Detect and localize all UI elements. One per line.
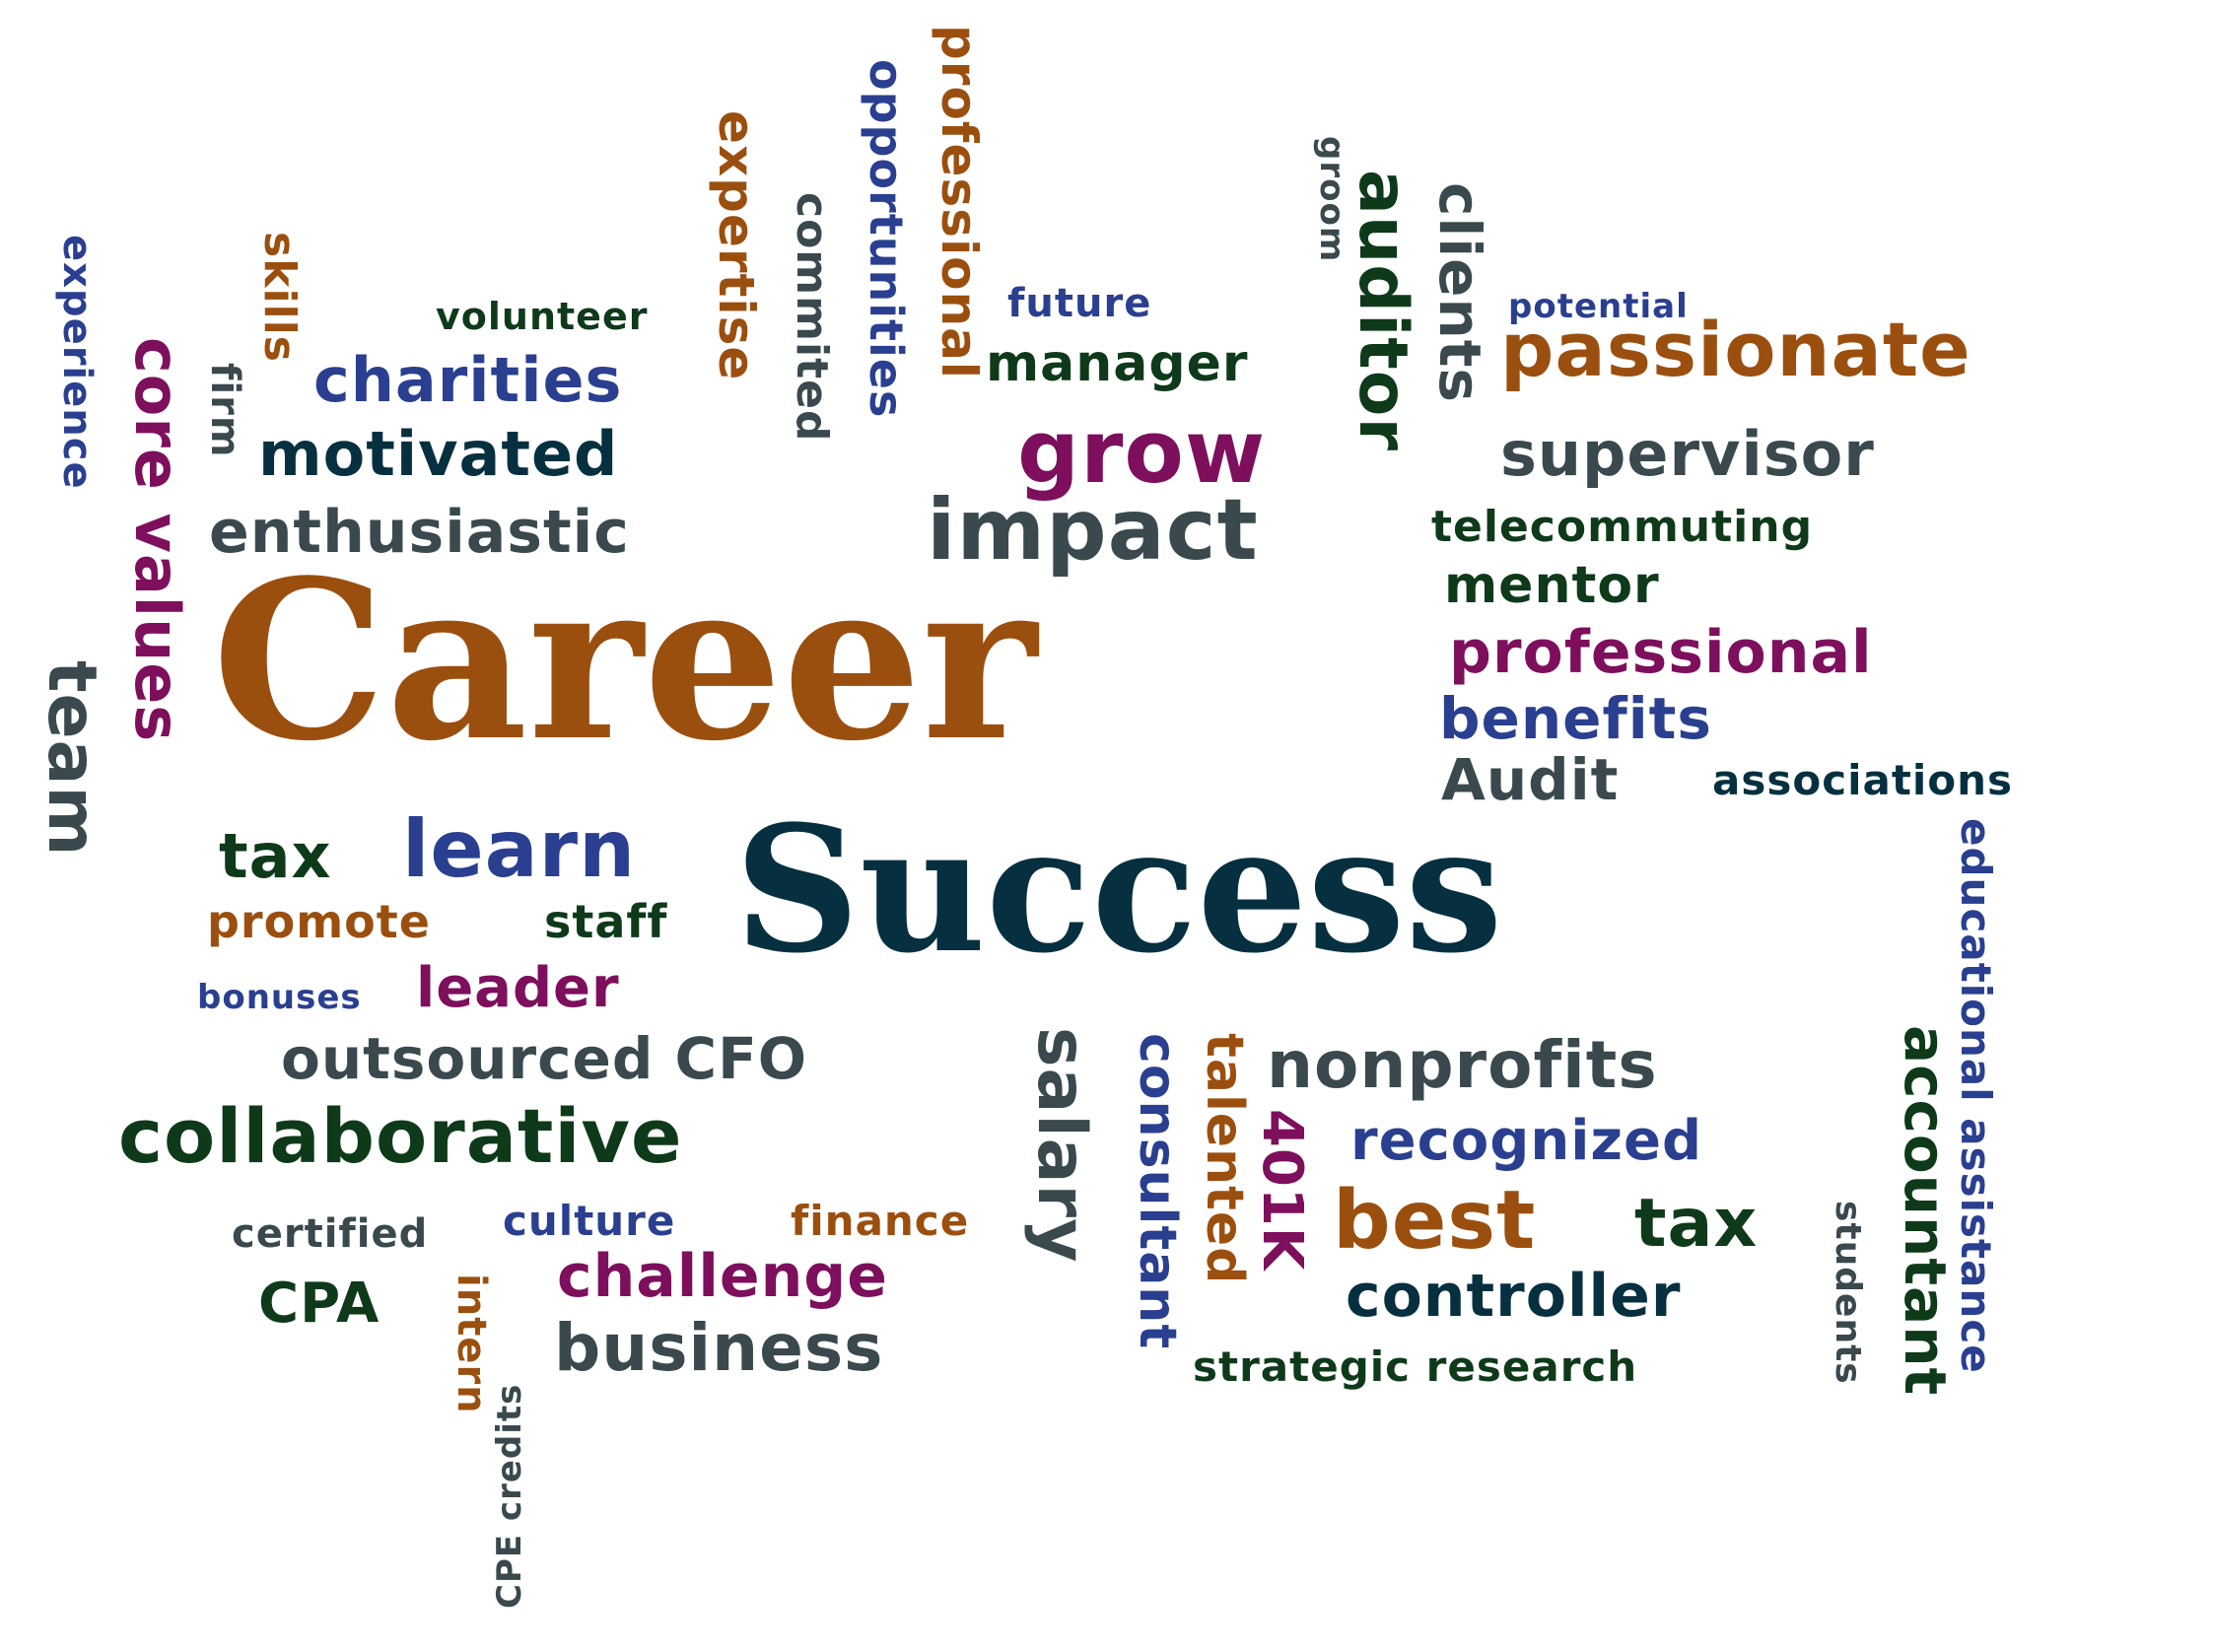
word-accountant: accountant (1892, 1025, 1959, 1397)
word-grow: grow (1017, 401, 1267, 503)
word-cpe-credits: CPE credits (490, 1383, 529, 1609)
word-nonprofits: nonprofits (1267, 1027, 1658, 1103)
word-intern: intern (449, 1273, 494, 1414)
word-enthusiastic: enthusiastic (209, 498, 630, 567)
word-career: Career (212, 533, 1037, 790)
word-professional-1: professional (931, 25, 988, 379)
word-motivated: motivated (258, 418, 619, 490)
word-core-values: core values (121, 337, 193, 743)
word-charities: charities (313, 344, 623, 416)
word-controller: controller (1346, 1262, 1682, 1331)
word-telecommuting: telecommuting (1431, 502, 1814, 552)
word-team: team (33, 660, 110, 858)
word-success: Success (734, 788, 1503, 992)
word-best: best (1333, 1174, 1537, 1268)
word-cpa: CPA (258, 1272, 380, 1336)
word-culture: culture (503, 1197, 676, 1245)
word-educational-assistance: educational assistance (1952, 818, 2000, 1374)
word-consultant: consultant (1128, 1033, 1187, 1350)
word-supervisor: supervisor (1500, 418, 1875, 490)
word-professional-2: professional (1449, 618, 1873, 687)
word-future: future (1007, 281, 1152, 326)
word-recognized: recognized (1350, 1109, 1703, 1173)
word-tax-1: tax (219, 820, 332, 892)
word-audit: Audit (1441, 746, 1620, 813)
word-experience: experience (54, 235, 100, 490)
word-clients: clients (1426, 182, 1493, 404)
word-learn: learn (402, 803, 637, 895)
word-passionate: passionate (1500, 306, 1971, 393)
word-groom: groom (1312, 136, 1351, 263)
word-auditor: auditor (1344, 170, 1421, 452)
word-strategic-research: strategic research (1193, 1342, 1638, 1391)
word-promote: promote (207, 895, 431, 948)
word-business: business (554, 1310, 884, 1386)
word-commited: commited (787, 192, 837, 443)
word-leader: leader (416, 956, 620, 1020)
word-expertise: expertise (708, 110, 765, 381)
word-opportunities: opportunities (860, 59, 913, 419)
word-outsourced-cfo: outsourced CFO (281, 1025, 808, 1092)
word-staff: staff (544, 895, 668, 948)
word-associations: associations (1712, 756, 2014, 804)
word-impact: impact (927, 481, 1259, 580)
word-tax-2: tax (1634, 1185, 1759, 1263)
word-benefits: benefits (1439, 685, 1712, 752)
word-certified: certified (232, 1211, 429, 1257)
word-talented: talented (1195, 1033, 1254, 1285)
word-students: students (1828, 1201, 1868, 1385)
word-401k: 401K (1250, 1109, 1314, 1272)
word-firm: firm (202, 363, 247, 458)
word-mentor: mentor (1444, 556, 1660, 615)
word-challenge: challenge (557, 1242, 888, 1311)
word-finance: finance (791, 1197, 970, 1245)
word-manager: manager (986, 334, 1249, 393)
word-salary: salary (1022, 1027, 1100, 1264)
word-skills: skills (254, 232, 305, 363)
word-volunteer: volunteer (436, 295, 649, 338)
word-bonuses: bonuses (197, 978, 362, 1017)
word-collaborative: collaborative (118, 1092, 683, 1180)
word-potential: potential (1508, 287, 1689, 326)
